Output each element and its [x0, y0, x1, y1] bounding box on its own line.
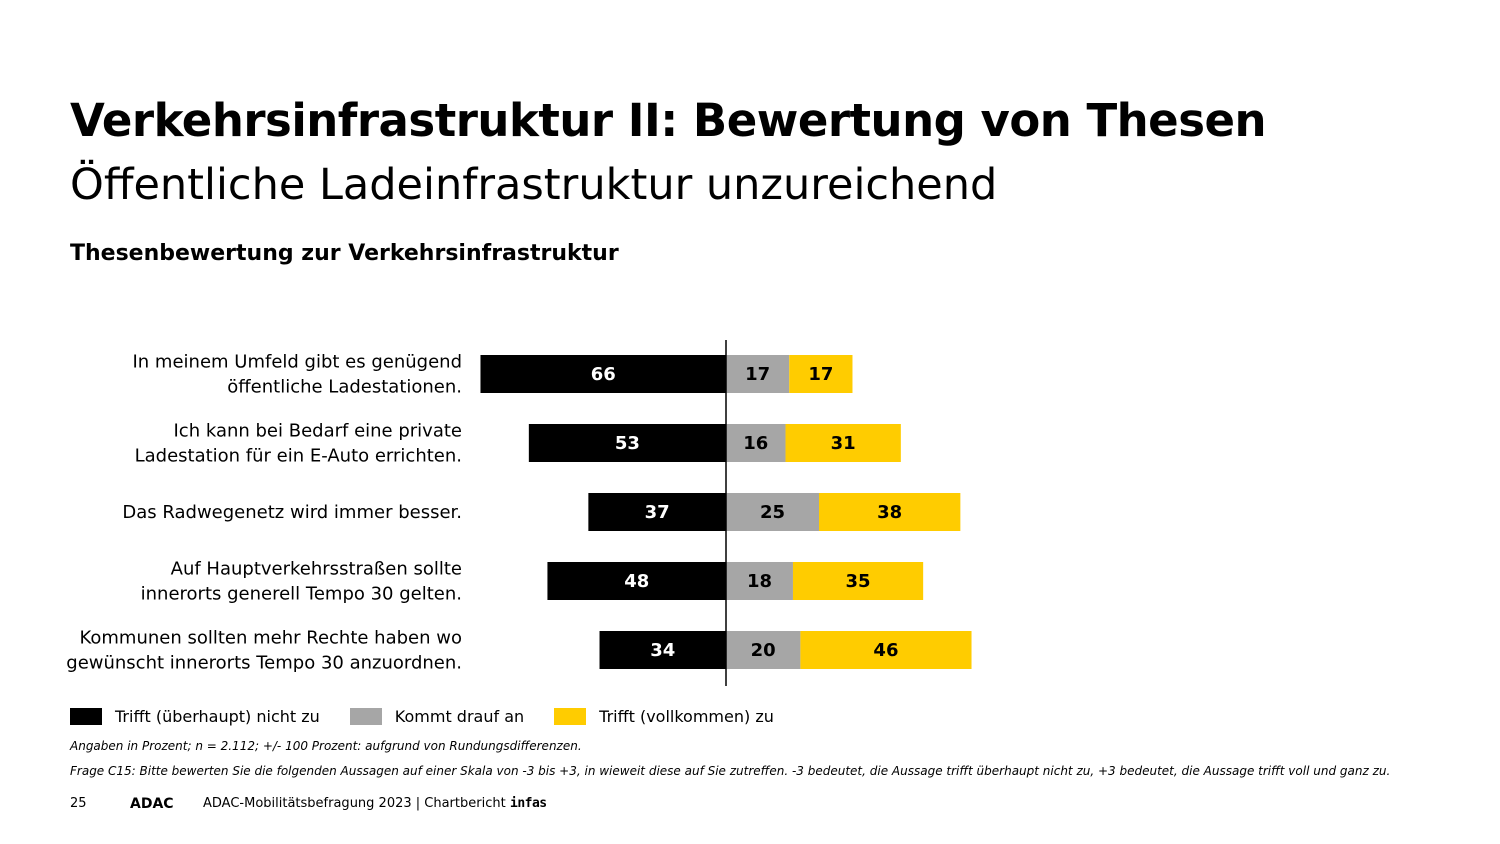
data-label-disagree-2: 53 — [615, 433, 640, 454]
bar-agree-3 — [819, 493, 961, 531]
legend-item-disagree: Trifft (überhaupt) nicht zu — [70, 707, 320, 726]
bar-agree-5 — [800, 631, 972, 669]
slide-title: Verkehrsinfrastruktur II: Bewertung von … — [70, 94, 1267, 147]
bar-disagree-3 — [588, 493, 726, 531]
data-label-agree-5: 46 — [873, 640, 898, 661]
note-basis: Angaben in Prozent; n = 2.112; +/- 100 P… — [70, 739, 582, 753]
legend-label-disagree: Trifft (überhaupt) nicht zu — [115, 706, 320, 726]
bar-agree-4 — [792, 562, 924, 600]
bar-neutral-3 — [726, 493, 819, 531]
data-label-agree-3: 38 — [877, 502, 902, 523]
data-label-neutral-1: 17 — [745, 364, 770, 385]
infas-logo: infas — [510, 796, 547, 811]
slide-subtitle: Öffentliche Ladeinfrastruktur unzureiche… — [70, 160, 998, 210]
category-label-5-line-1: Kommunen sollten mehr Rechte haben wo — [79, 628, 462, 649]
data-label-disagree-4: 48 — [624, 571, 649, 592]
data-label-neutral-4: 18 — [747, 571, 772, 592]
diverging-bar-chart: In meinem Umfeld gibt es genügend öffentl… — [66, 340, 972, 686]
data-label-neutral-2: 16 — [743, 433, 768, 454]
category-label-1-line-1: In meinem Umfeld gibt es genügend — [132, 352, 462, 373]
bar-agree-1 — [789, 355, 853, 393]
category-label-2-line-1: Ich kann bei Bedarf eine private — [174, 421, 463, 442]
bar-disagree-2 — [528, 424, 726, 462]
note-question: Frage C15: Bitte bewerten Sie die folgen… — [70, 764, 1391, 778]
legend-label-neutral: Kommt drauf an — [394, 706, 525, 726]
data-label-neutral-3: 25 — [760, 502, 785, 523]
bar-neutral-4 — [726, 562, 793, 600]
category-label-4-line-1: Auf Hauptverkehrsstraßen sollte — [171, 559, 462, 580]
legend-swatch-agree — [554, 707, 587, 725]
data-label-disagree-5: 34 — [650, 640, 675, 661]
bar-agree-2 — [785, 424, 901, 462]
data-label-neutral-5: 20 — [751, 640, 776, 661]
bar-neutral-1 — [726, 355, 790, 393]
category-label-1-line-2: öffentliche Ladestationen. — [227, 377, 462, 398]
adac-logo: ADAC — [130, 796, 174, 812]
category-label-2-line-2: Ladestation für ein E-Auto errichten. — [135, 446, 462, 467]
page-number: 25 — [70, 796, 87, 811]
legend-item-neutral: Kommt drauf an — [349, 706, 525, 726]
legend-item-agree: Trifft (vollkommen) zu — [554, 707, 774, 726]
chart-title: Thesenbewertung zur Verkehrsinfrastruktu… — [70, 241, 619, 266]
category-label-3-line-1: Das Radwegenetz wird immer besser. — [122, 502, 462, 523]
category-label-5-line-2: gewünscht innerorts Tempo 30 anzuordnen. — [66, 653, 462, 674]
bar-disagree-1 — [480, 355, 726, 393]
data-label-agree-4: 35 — [846, 571, 871, 592]
bar-neutral-2 — [726, 424, 786, 462]
legend-swatch-neutral — [349, 707, 382, 725]
bar-disagree-5 — [599, 631, 726, 669]
bar-neutral-5 — [726, 631, 801, 669]
chart-legend: Trifft (überhaupt) nicht zu Kommt drauf … — [70, 704, 804, 728]
report-name: ADAC-Mobilitätsbefragung 2023 | Chartber… — [203, 796, 506, 811]
category-label-4-line-2: innerorts generell Tempo 30 gelten. — [141, 584, 462, 605]
legend-swatch-disagree — [70, 707, 102, 725]
data-label-disagree-1: 66 — [591, 364, 616, 385]
data-label-disagree-3: 37 — [645, 502, 670, 523]
data-label-agree-1: 17 — [808, 364, 833, 385]
bar-disagree-4 — [547, 562, 726, 600]
data-label-agree-2: 31 — [831, 433, 856, 454]
legend-label-agree: Trifft (vollkommen) zu — [599, 706, 774, 726]
